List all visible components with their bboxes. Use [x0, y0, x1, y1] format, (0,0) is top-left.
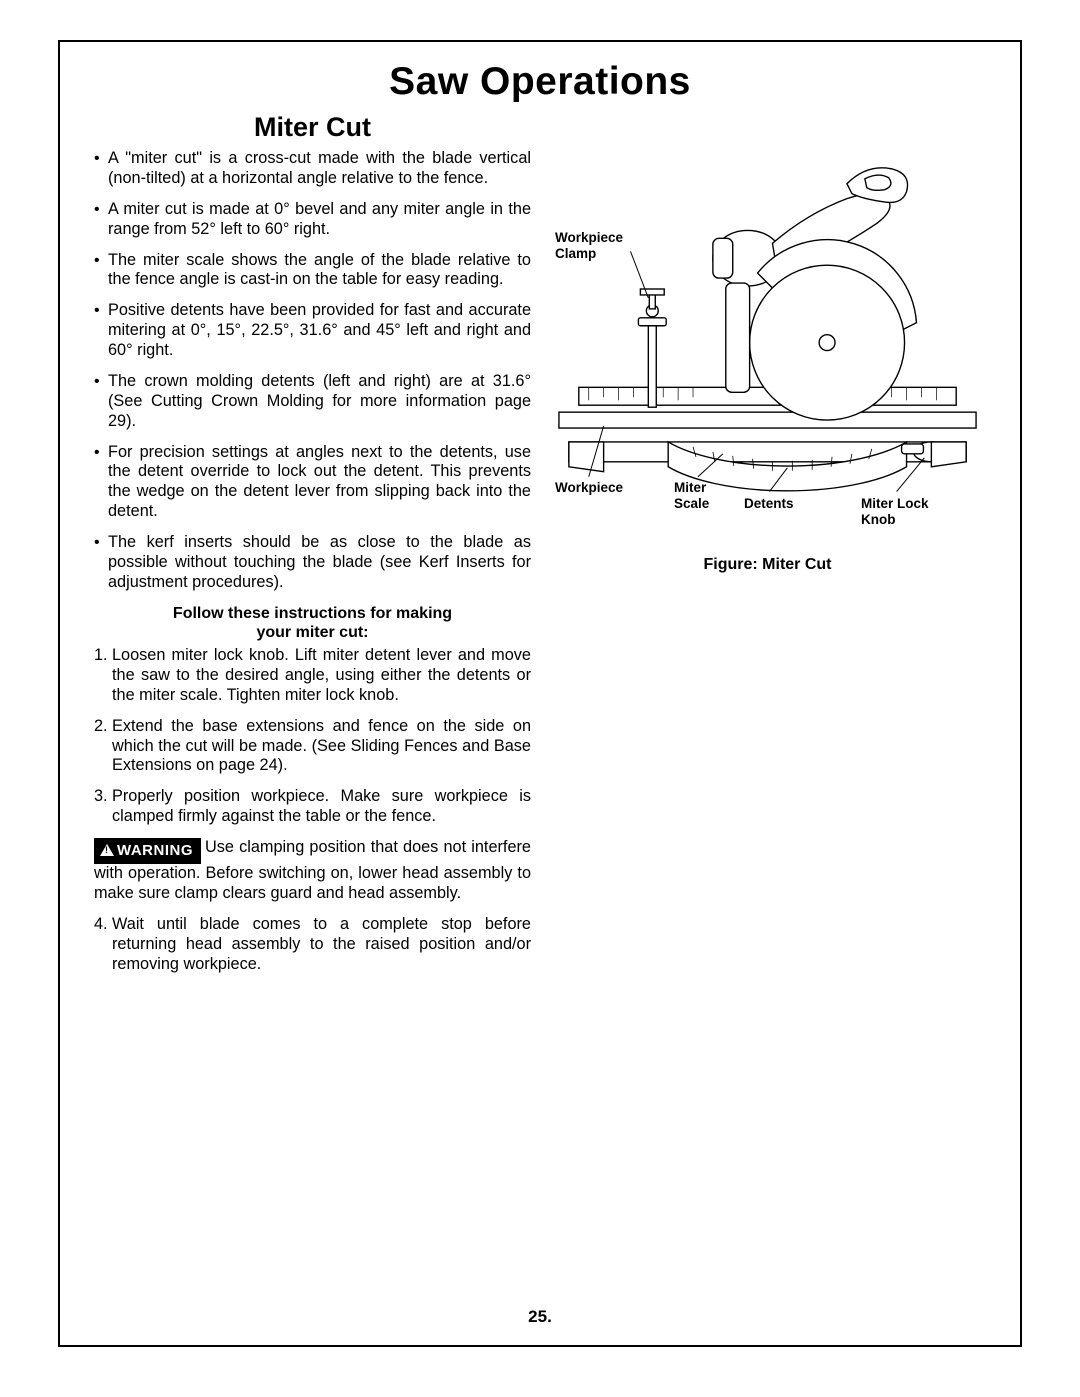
bullet-item: Positive detents have been provided for …: [94, 301, 531, 361]
bullet-item: For precision settings at angles next to…: [94, 443, 531, 523]
instructions-heading: Follow these instructions for making you…: [94, 604, 531, 642]
bullet-item: The miter scale shows the angle of the b…: [94, 251, 531, 291]
instructions-heading-line2: your miter cut:: [256, 624, 368, 641]
page-title: Saw Operations: [94, 60, 986, 104]
step-item: 3.Properly position workpiece. Make sure…: [94, 787, 531, 827]
instructions-heading-line1: Follow these instructions for making: [173, 605, 452, 622]
content-columns: Miter Cut A "miter cut" is a cross-cut m…: [94, 110, 986, 1325]
bullet-item: A "miter cut" is a cross-cut made with t…: [94, 149, 531, 189]
step-number: 3.: [94, 787, 108, 807]
step-item: 2.Extend the base extensions and fence o…: [94, 717, 531, 777]
left-column: Miter Cut A "miter cut" is a cross-cut m…: [94, 110, 531, 1325]
label-detents: Detents: [744, 496, 794, 512]
label-miter-scale: Miter Scale: [674, 480, 709, 511]
bullet-list: A "miter cut" is a cross-cut made with t…: [94, 149, 531, 593]
section-heading: Miter Cut: [94, 112, 531, 143]
step-text: Extend the base extensions and fence on …: [112, 717, 531, 775]
steps-list: 1.Loosen miter lock knob. Lift miter det…: [94, 646, 531, 827]
figure-miter-cut: Workpiece Clamp Workpiece Miter Scale De…: [549, 144, 986, 574]
step-item: 1.Loosen miter lock knob. Lift miter det…: [94, 646, 531, 706]
page-number: 25.: [60, 1307, 1020, 1327]
right-column: Workpiece Clamp Workpiece Miter Scale De…: [549, 110, 986, 1325]
warning-paragraph: WARNINGUse clamping position that does n…: [94, 838, 531, 904]
step-text: Loosen miter lock knob. Lift miter deten…: [112, 646, 531, 704]
warning-triangle-icon: [100, 844, 114, 856]
step-number: 1.: [94, 646, 108, 666]
warning-badge-text: WARNING: [117, 842, 193, 859]
step-number: 2.: [94, 717, 108, 737]
label-miter-lock-knob: Miter Lock Knob: [861, 496, 929, 527]
bullet-item: The kerf inserts should be as close to t…: [94, 533, 531, 593]
step-text: Properly position workpiece. Make sure w…: [112, 787, 531, 825]
warning-badge: WARNING: [94, 838, 201, 864]
figure-caption: Figure: Miter Cut: [549, 556, 986, 574]
bullet-item: A miter cut is made at 0° bevel and any …: [94, 200, 531, 240]
step-number: 4.: [94, 915, 108, 935]
page-frame: Saw Operations Miter Cut A "miter cut" i…: [58, 40, 1022, 1347]
step-text: Wait until blade comes to a complete sto…: [112, 915, 531, 973]
label-workpiece: Workpiece: [555, 480, 623, 496]
label-workpiece-clamp: Workpiece Clamp: [555, 230, 623, 261]
bullet-item: The crown molding detents (left and righ…: [94, 372, 531, 432]
step-item: 4.Wait until blade comes to a complete s…: [94, 915, 531, 975]
